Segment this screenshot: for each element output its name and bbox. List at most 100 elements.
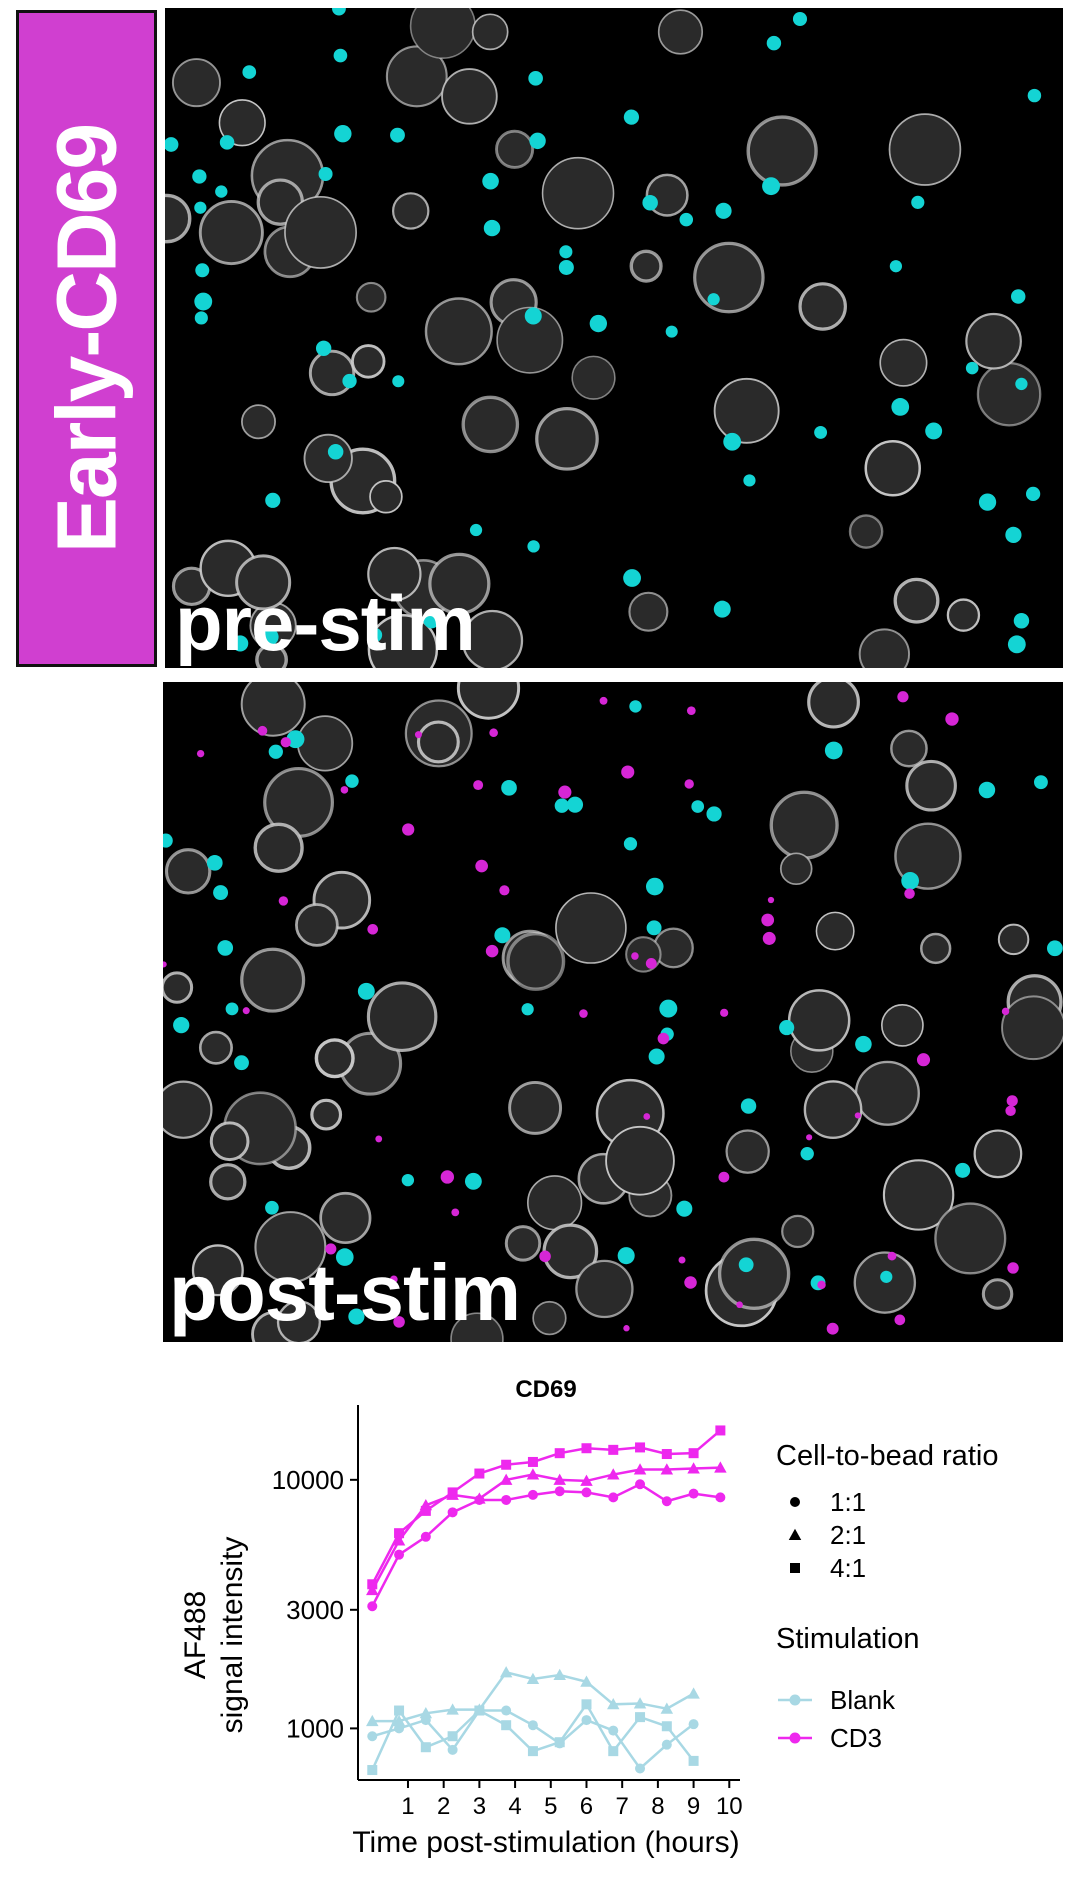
pre-stim-cells (165, 8, 1042, 668)
bead-dot (501, 780, 517, 796)
cell-blob (351, 344, 386, 379)
cd69-signal-dot (645, 958, 657, 969)
cd69-signal-dot (684, 779, 694, 789)
series-cd3-4-1 (367, 1425, 726, 1590)
bead-dot (345, 774, 359, 788)
data-point-square (527, 1746, 538, 1757)
data-point-triangle (607, 1468, 620, 1480)
x-tick-label: 8 (651, 1793, 664, 1820)
data-point-triangle (660, 1463, 674, 1475)
bead-dot (645, 877, 664, 896)
data-point-circle (527, 1489, 538, 1500)
data-point-square (688, 1448, 699, 1459)
cell-blob (882, 1159, 955, 1231)
data-point-triangle (687, 1687, 700, 1699)
bead-dot (623, 569, 641, 587)
bead-dot (589, 314, 608, 333)
bead-dot (925, 422, 943, 440)
data-point-circle (554, 1486, 565, 1497)
cd69-signal-dot (623, 1325, 630, 1332)
cd69-signal-dot (826, 1322, 839, 1335)
cell-blob (981, 1278, 1014, 1310)
cd69-signal-dot (678, 1256, 686, 1264)
cd69-signal-dot (579, 1009, 588, 1018)
bead-dot (464, 1172, 482, 1190)
cd69-signal-dot (904, 888, 915, 899)
cell-blob (504, 1225, 542, 1262)
x-tick-label: 6 (580, 1793, 593, 1820)
bead-dot (268, 744, 283, 759)
data-point-square (688, 1755, 699, 1766)
cell-blob (854, 1060, 920, 1126)
side-label-tag: Early-CD69 (16, 10, 157, 667)
cell-blob (575, 1259, 634, 1319)
data-point-triangle (499, 1473, 513, 1485)
legend-ratio-label: 4:1 (830, 1553, 866, 1583)
cell-blob (976, 361, 1042, 427)
bead-dot (527, 540, 540, 553)
bead-dot (965, 361, 979, 375)
x-tick-label: 10 (716, 1793, 743, 1820)
cell-blob (769, 790, 839, 860)
cell-blob (807, 682, 860, 729)
cell-blob (171, 58, 221, 108)
bead-dot (629, 700, 642, 713)
bead-dot (824, 741, 843, 760)
data-point-square (501, 1459, 512, 1470)
cd69-signal-dot (720, 1008, 729, 1017)
x-tick-label: 4 (508, 1793, 521, 1820)
cell-blob (997, 923, 1030, 956)
cell-blob (905, 759, 957, 812)
cell-blob (209, 1163, 247, 1201)
bead-dot (390, 127, 405, 143)
bead-dot (911, 195, 925, 209)
bead-dot (706, 806, 722, 822)
cell-blob (881, 1003, 924, 1047)
data-point-triangle (553, 1473, 566, 1485)
cell-blob (191, 1244, 244, 1297)
bead-dot (265, 492, 281, 508)
bead-dot (206, 854, 223, 871)
data-point-square (420, 1742, 431, 1753)
bead-dot (483, 219, 501, 237)
cell-blob (367, 614, 439, 668)
bead-dot (800, 1146, 814, 1161)
bead-dot (978, 493, 997, 511)
bead-dot (482, 172, 499, 190)
cd69-signal-dot (916, 1053, 931, 1067)
bead-dot (318, 166, 333, 181)
cd69-signal-dot (1001, 1007, 1010, 1016)
cell-blob (803, 1080, 863, 1139)
cell-blob (527, 1175, 583, 1231)
data-point-square (608, 1746, 619, 1757)
bead-dot (195, 263, 210, 278)
chart-title: CD69 (515, 1376, 576, 1403)
cell-blob (198, 1030, 233, 1065)
cell-blob (725, 1129, 770, 1174)
cell-blob (495, 129, 535, 169)
cd69-signal-dot (367, 923, 379, 935)
cell-blob (471, 13, 509, 51)
cell-blob (209, 1121, 250, 1162)
data-point-circle (501, 1705, 512, 1716)
cell-blob (713, 377, 780, 444)
series-line (371, 1466, 721, 1591)
bead-dot (691, 800, 705, 813)
bead-dot (659, 999, 678, 1018)
bead-dot (163, 833, 173, 848)
bead-dot (327, 444, 344, 460)
bead-dot (286, 730, 305, 749)
cell-blob (308, 349, 356, 397)
data-point-square (635, 1442, 646, 1453)
cell-blob (746, 115, 818, 187)
cd69-signal-dot (657, 1032, 670, 1045)
data-point-circle (394, 1549, 405, 1560)
data-point-square (394, 1705, 405, 1716)
cd69-signal-dot (897, 691, 909, 703)
cd69-signal-dot (242, 1007, 250, 1015)
series-blank-4-1 (367, 1699, 699, 1776)
data-point-square (367, 1765, 378, 1776)
bead-dot (401, 1173, 415, 1187)
cd69-signal-dot (393, 1316, 405, 1328)
data-point-triangle (607, 1698, 620, 1710)
